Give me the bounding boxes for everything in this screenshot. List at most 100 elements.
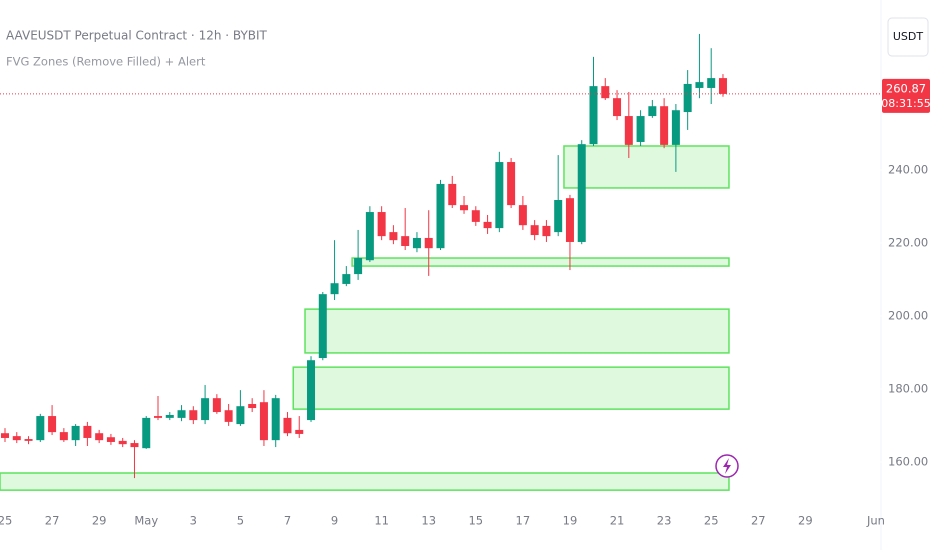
x-tick-label: 19	[563, 514, 578, 528]
x-tick-label: May	[134, 514, 158, 528]
x-tick-label: 29	[798, 514, 813, 528]
candle-body	[295, 429, 304, 434]
candle-body	[624, 116, 633, 145]
candle-body	[248, 404, 257, 409]
y-tick-label: 200.00	[888, 309, 928, 323]
alert-bolt[interactable]	[723, 458, 731, 474]
x-tick-label: 27	[45, 514, 60, 528]
candle-body	[601, 86, 610, 99]
candle-body	[48, 416, 57, 433]
candle-body	[224, 410, 233, 422]
candle-body	[424, 237, 433, 249]
candle-body	[707, 78, 716, 88]
candle-body	[177, 410, 186, 418]
x-tick-label: 25	[0, 514, 12, 528]
chart-title: AAVEUSDT Perpetual Contract · 12h · BYBI…	[6, 29, 268, 43]
candle-body	[154, 416, 163, 418]
candle-body	[683, 83, 692, 113]
candle-body	[495, 162, 504, 229]
alert-icon[interactable]	[715, 454, 739, 478]
candle-body	[412, 237, 421, 249]
candle-body	[671, 110, 680, 145]
candle-body	[236, 406, 245, 425]
candle-body	[142, 417, 151, 449]
x-tick-label: 27	[751, 514, 766, 528]
candle-body	[71, 425, 80, 441]
fvg-zone	[563, 145, 730, 189]
x-tick-label: 3	[190, 514, 197, 528]
candle-body	[507, 162, 516, 206]
candle-body	[648, 106, 657, 117]
candle-body	[613, 98, 622, 117]
candle-body	[271, 398, 280, 441]
candle-body	[448, 183, 457, 206]
candle-body	[518, 205, 527, 226]
candle-body	[130, 443, 139, 448]
candle-body	[307, 360, 316, 421]
candle-body	[377, 212, 386, 237]
candle-body	[530, 225, 539, 236]
candle-body	[283, 417, 292, 434]
candle-body	[259, 402, 268, 441]
candle-body	[212, 398, 221, 413]
candle-body	[201, 398, 210, 421]
candle-body	[695, 82, 704, 88]
candle-body	[401, 236, 410, 246]
candle-body	[1, 433, 9, 438]
x-tick-label: 23	[657, 514, 672, 528]
candle-body	[106, 437, 115, 442]
x-tick-label: 15	[468, 514, 483, 528]
candle-body	[577, 144, 586, 242]
candle-body	[36, 416, 45, 441]
x-tick-label: 21	[610, 514, 625, 528]
x-tick-label: 5	[237, 514, 244, 528]
fvg-zone	[292, 366, 730, 410]
fvg-zone	[0, 472, 730, 491]
candle-body	[354, 258, 363, 275]
candle-body	[59, 432, 68, 441]
candle-body	[342, 274, 351, 284]
candle-body	[718, 78, 727, 94]
candle-body	[24, 439, 33, 441]
candle-body	[118, 440, 127, 445]
candle-body	[636, 116, 645, 142]
currency-button[interactable]	[887, 17, 929, 57]
candle-body	[660, 106, 669, 145]
candle-body	[83, 425, 92, 438]
candle-body	[460, 205, 469, 211]
indicator-label[interactable]: FVG Zones (Remove Filled) + Alert	[6, 55, 206, 69]
x-tick-label: 7	[284, 514, 291, 528]
candle-body	[365, 212, 374, 261]
y-tick-label: 160.00	[888, 455, 928, 469]
candle-body	[436, 183, 445, 249]
currency-label[interactable]: USDT	[893, 30, 924, 43]
candle-body	[95, 433, 104, 441]
candle-body	[483, 221, 492, 229]
y-tick-label: 240.00	[888, 163, 928, 177]
x-tick-label: 11	[374, 514, 389, 528]
candles	[1, 33, 727, 479]
zones	[0, 145, 730, 491]
price-label: 260.87	[886, 81, 926, 95]
candle-body	[189, 410, 198, 421]
x-tick-label: 9	[331, 514, 338, 528]
x-tick-label: Jun	[866, 514, 885, 528]
x-tick-label: 29	[92, 514, 107, 528]
y-tick-label: 180.00	[888, 382, 928, 396]
candle-body	[565, 198, 574, 242]
x-tick-label: 17	[516, 514, 531, 528]
candle-body	[389, 232, 398, 241]
countdown-label: 08:31:55	[881, 97, 930, 110]
fvg-zone	[304, 308, 730, 354]
x-tick-label: 13	[421, 514, 436, 528]
candle-body	[318, 294, 327, 359]
fvg-zone	[351, 257, 730, 267]
candle-body	[554, 200, 563, 233]
y-tick-label: 220.00	[888, 236, 928, 250]
x-tick-label: 25	[704, 514, 719, 528]
candle-body	[542, 225, 551, 237]
candle-body	[330, 283, 339, 295]
